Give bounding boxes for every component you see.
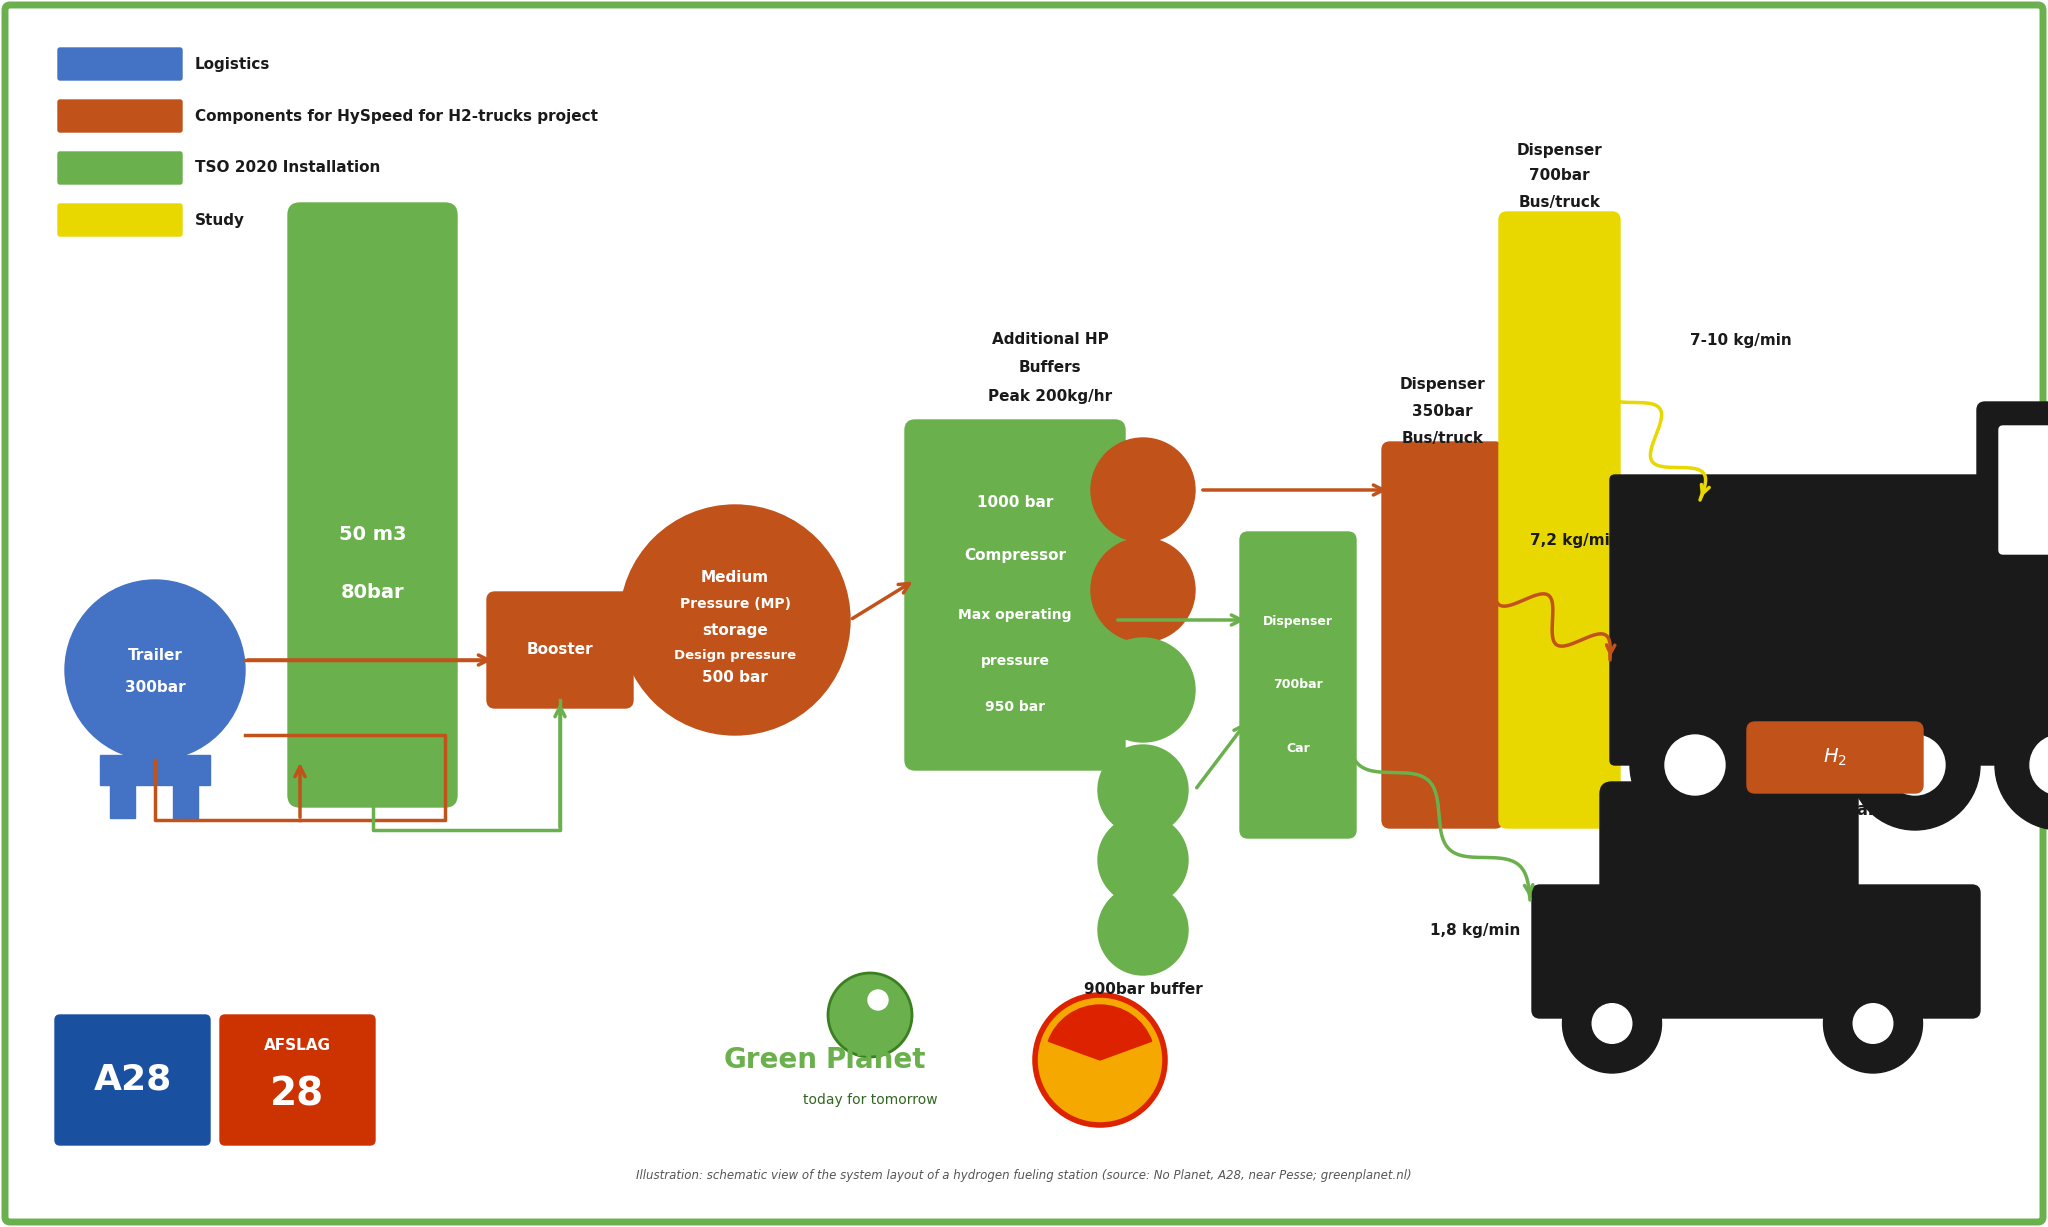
FancyBboxPatch shape [1532,885,1980,1018]
FancyBboxPatch shape [55,1015,211,1145]
Text: 1000 bar: 1000 bar [977,496,1053,510]
Text: Medium: Medium [700,571,770,585]
Text: Additional HP: Additional HP [991,333,1108,347]
Text: 700bar: 700bar [1530,168,1589,184]
Text: Planet: Planet [825,1045,926,1074]
Circle shape [1853,1004,1892,1043]
Text: Max operating: Max operating [958,607,1071,622]
FancyBboxPatch shape [487,591,633,708]
Circle shape [1092,537,1194,642]
FancyBboxPatch shape [1976,402,2048,718]
Text: Compressor: Compressor [965,548,1067,563]
FancyBboxPatch shape [57,204,182,236]
FancyBboxPatch shape [1610,475,2048,764]
FancyBboxPatch shape [57,152,182,184]
Text: $H_2$: $H_2$ [1823,746,1847,768]
FancyBboxPatch shape [1499,212,1620,828]
Text: 28: 28 [270,1076,324,1114]
Text: 350bar: 350bar [1413,405,1473,420]
Text: AFSLAG: AFSLAG [264,1038,330,1053]
Text: Dispenser: Dispenser [1399,378,1485,393]
Wedge shape [1049,1005,1151,1060]
Circle shape [827,973,911,1056]
Text: 80bar: 80bar [340,583,403,601]
Circle shape [1092,638,1194,742]
Circle shape [1995,699,2048,829]
Text: TSO 2020 Installation: TSO 2020 Installation [195,161,381,175]
Text: 900bar buffer: 900bar buffer [1083,983,1202,998]
Text: Buffers: Buffers [1018,361,1081,375]
Circle shape [1665,735,1724,795]
Text: Booster: Booster [526,643,594,658]
FancyBboxPatch shape [57,48,182,80]
FancyBboxPatch shape [172,783,199,818]
Text: 700bar: 700bar [1274,679,1323,692]
Circle shape [1098,885,1188,975]
Text: 300bar: 300bar [125,681,184,696]
Circle shape [1630,699,1759,829]
Text: pressure: pressure [981,654,1049,667]
Text: Dispenser: Dispenser [1264,615,1333,628]
Circle shape [621,506,850,735]
FancyBboxPatch shape [100,755,211,785]
Text: Green: Green [725,1045,817,1074]
Text: 350-700 bar: 350-700 bar [1763,801,1876,818]
Text: 50 m3: 50 m3 [338,524,406,544]
Text: 500 bar: 500 bar [702,670,768,686]
FancyBboxPatch shape [1382,442,1503,828]
Text: Bus/truck: Bus/truck [1518,195,1599,210]
Text: Pressure (MP): Pressure (MP) [680,598,791,611]
Text: Components for HySpeed for H2-trucks project: Components for HySpeed for H2-trucks pro… [195,108,598,124]
Circle shape [1563,974,1661,1072]
Text: 950 bar: 950 bar [985,701,1044,714]
FancyBboxPatch shape [289,202,457,807]
Circle shape [2030,735,2048,795]
Circle shape [1092,438,1194,542]
FancyBboxPatch shape [1747,721,1923,793]
FancyBboxPatch shape [57,99,182,133]
Text: A28: A28 [94,1063,172,1097]
Circle shape [1823,974,1923,1072]
Circle shape [66,580,246,760]
Text: 7-10 kg/min: 7-10 kg/min [1690,333,1792,347]
Text: 7,2 kg/min: 7,2 kg/min [1530,533,1620,547]
Text: 1,8 kg/min: 1,8 kg/min [1430,923,1520,937]
Text: Trailer: Trailer [127,648,182,663]
FancyBboxPatch shape [219,1015,375,1145]
FancyBboxPatch shape [1999,426,2048,555]
Circle shape [1849,699,1980,829]
Circle shape [1591,1004,1632,1043]
FancyBboxPatch shape [4,5,2044,1222]
Text: Design pressure: Design pressure [674,649,797,663]
Text: storage: storage [702,622,768,638]
Text: Dispenser: Dispenser [1518,142,1602,157]
Text: Car: Car [1286,742,1311,756]
Circle shape [1098,745,1188,836]
Circle shape [1884,735,1946,795]
Text: Study: Study [195,212,246,227]
FancyBboxPatch shape [905,420,1124,771]
Text: Peak 200kg/hr: Peak 200kg/hr [987,389,1112,404]
FancyBboxPatch shape [1239,533,1356,838]
FancyBboxPatch shape [1599,782,1858,914]
Text: Bus/truck: Bus/truck [1401,431,1483,445]
Circle shape [1034,995,1165,1125]
Text: today for tomorrow: today for tomorrow [803,1093,938,1107]
FancyBboxPatch shape [111,783,135,818]
Circle shape [868,990,889,1010]
Text: Logistics: Logistics [195,56,270,71]
Circle shape [1098,815,1188,906]
Text: Illustration: schematic view of the system layout of a hydrogen fueling station : Illustration: schematic view of the syst… [637,1168,1411,1182]
